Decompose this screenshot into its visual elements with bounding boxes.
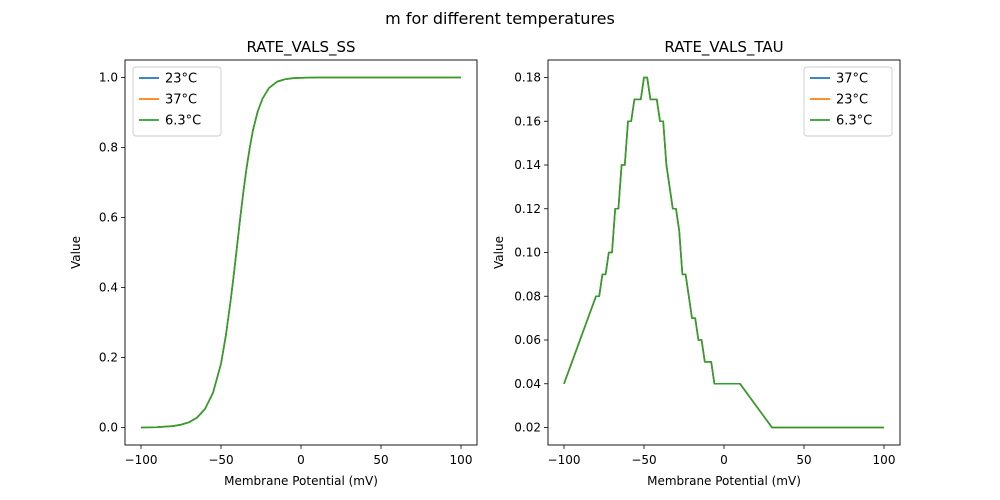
legend-label: 37°C [165,93,197,108]
legend-label: 6.3°C [836,114,872,129]
x-tick-label: 50 [373,453,388,467]
x-tick-label: −100 [125,453,158,467]
y-tick-label: 0.04 [514,377,541,391]
legend-box [132,66,222,137]
x-tick-label: 100 [873,453,896,467]
plot-frame [547,59,901,446]
x-tick-label: −100 [548,453,581,467]
legend-label: 37°C [836,72,868,87]
y-tick-label: 0.16 [514,114,541,128]
x-axis-label: Membrane Potential (mV) [224,474,378,488]
figure-title: m for different temperatures [385,9,615,28]
subplot-2: RATE_VALS_TAU −100 −50 0 50 100 0.02 0.04 0.06 0.… [492,38,901,488]
x-tick-label: 50 [796,453,811,467]
y-tick-label: 0.18 [514,71,541,85]
subplot-title: RATE_VALS_TAU [664,38,783,57]
y-tick-label: 0.6 [99,211,118,225]
plot-frame [124,59,478,446]
y-tick-label: 0.2 [99,351,118,365]
y-tick-label: 0.4 [99,281,118,295]
x-tick-label: −50 [631,453,656,467]
y-tick-label: 0.08 [514,289,541,303]
x-tick-label: 100 [450,453,473,467]
legend-label: 23°C [836,93,868,108]
y-axis-label: Value [492,236,506,269]
y-axis-label: Value [69,236,83,269]
series-line [563,76,884,429]
subplots: RATE_VALS_SS −100 −50 0 50 100 0.0 0.2 0.4 0.6 0.8… [69,38,901,488]
x-tick-label: 0 [720,453,728,467]
y-tick-label: 0.06 [514,333,541,347]
y-tick-label: 0.12 [514,202,541,216]
legend: 23°C 37°C 6.3°C [132,66,222,137]
legend-box [803,66,893,137]
y-tick-label: 0.0 [99,421,118,435]
subplot-title: RATE_VALS_SS [246,38,355,57]
y-tick-label: 0.8 [99,141,118,155]
y-tick-label: 1.0 [99,71,118,85]
subplot-1: RATE_VALS_SS −100 −50 0 50 100 0.0 0.2 0.4 0.6 0.8… [69,38,478,488]
x-axis-label: Membrane Potential (mV) [647,474,801,488]
x-tick-label: 0 [297,453,305,467]
legend-label: 23°C [165,72,197,87]
y-tick-label: 0.14 [514,158,541,172]
legend: 37°C 23°C 6.3°C [803,66,893,137]
series-line [140,76,461,429]
legend-label: 6.3°C [165,114,201,129]
x-tick-label: −50 [208,453,233,467]
y-tick-label: 0.10 [514,246,541,260]
y-tick-label: 0.02 [514,421,541,435]
